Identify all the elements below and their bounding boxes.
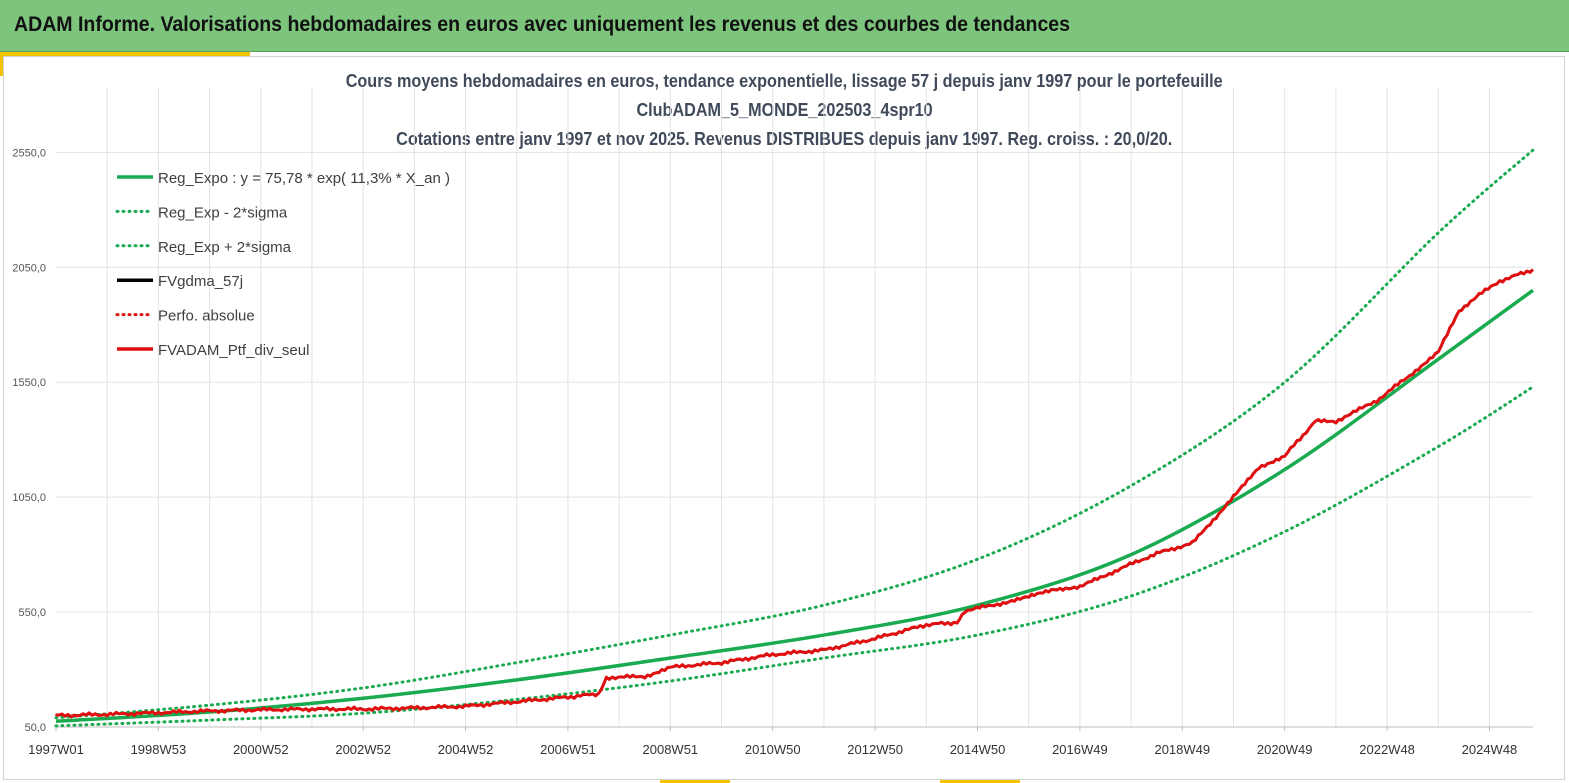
- legend-label: Perfo. absolue: [158, 308, 255, 325]
- y-tick-label: 2550,0: [12, 147, 46, 159]
- page-title: ADAM Informe. Valorisations hebdomadaire…: [14, 13, 1071, 36]
- x-tick-label: 2000W52: [233, 742, 289, 757]
- series-line-5: [56, 268, 1535, 719]
- x-tick-label: 1998W53: [131, 742, 187, 757]
- series-line-3: [56, 268, 1534, 718]
- legend-label: FVgdma_57j: [158, 273, 243, 290]
- x-tick-label: 2008W51: [643, 742, 699, 757]
- x-tick-label: 2018W49: [1154, 742, 1210, 757]
- chart-title-line-1: Cours moyens hebdomadaires en euros, ten…: [346, 71, 1223, 91]
- x-tick-label: 2014W50: [950, 742, 1006, 757]
- x-tick-label: 2004W52: [438, 742, 494, 757]
- chart-frame: [3, 56, 1565, 780]
- x-tick-label: 2002W52: [335, 742, 391, 757]
- x-tick-label: 2010W50: [745, 742, 801, 757]
- legend-label: FVADAM_Ptf_div_seul: [158, 342, 309, 359]
- series-line-0: [55, 288, 1535, 724]
- y-tick-label: 1550,0: [12, 377, 46, 389]
- x-tick-label: 2020W49: [1257, 742, 1313, 757]
- x-tick-label: 2012W50: [847, 742, 903, 757]
- accent-bar-bottom: [660, 780, 730, 783]
- accent-bar-side-left: [0, 52, 4, 76]
- y-tick-label: 1050,0: [12, 492, 46, 504]
- x-tick-label: 1997W01: [28, 742, 84, 757]
- legend-label: Reg_Exp - 2*sigma: [158, 204, 288, 221]
- legend-label: Reg_Exp + 2*sigma: [158, 239, 292, 256]
- accent-bar-bottom-2: [940, 780, 1020, 783]
- legend-label: Reg_Expo : y = 75,78 * exp( 11,3% * X_an…: [158, 170, 450, 187]
- y-tick-label: 550,0: [18, 607, 46, 619]
- y-tick-label: 50,0: [25, 722, 46, 734]
- x-tick-label: 2006W51: [540, 742, 596, 757]
- series-line-1: [54, 385, 1535, 728]
- chart-title-line-2: ClubADAM_5_MONDE_202503_4spr10: [636, 100, 933, 120]
- series-line-2: [54, 148, 1535, 720]
- chart-title-line-3: Cotations entre janv 1997 et nov 2025. R…: [396, 129, 1173, 149]
- series-line-4: [55, 268, 1534, 718]
- x-tick-label: 2024W48: [1462, 742, 1518, 757]
- accent-bar-top-left: [0, 52, 250, 56]
- x-tick-label: 2022W48: [1359, 742, 1415, 757]
- x-tick-label: 2016W49: [1052, 742, 1108, 757]
- header-banner: ADAM Informe. Valorisations hebdomadaire…: [0, 0, 1569, 52]
- y-tick-label: 2050,0: [12, 262, 46, 274]
